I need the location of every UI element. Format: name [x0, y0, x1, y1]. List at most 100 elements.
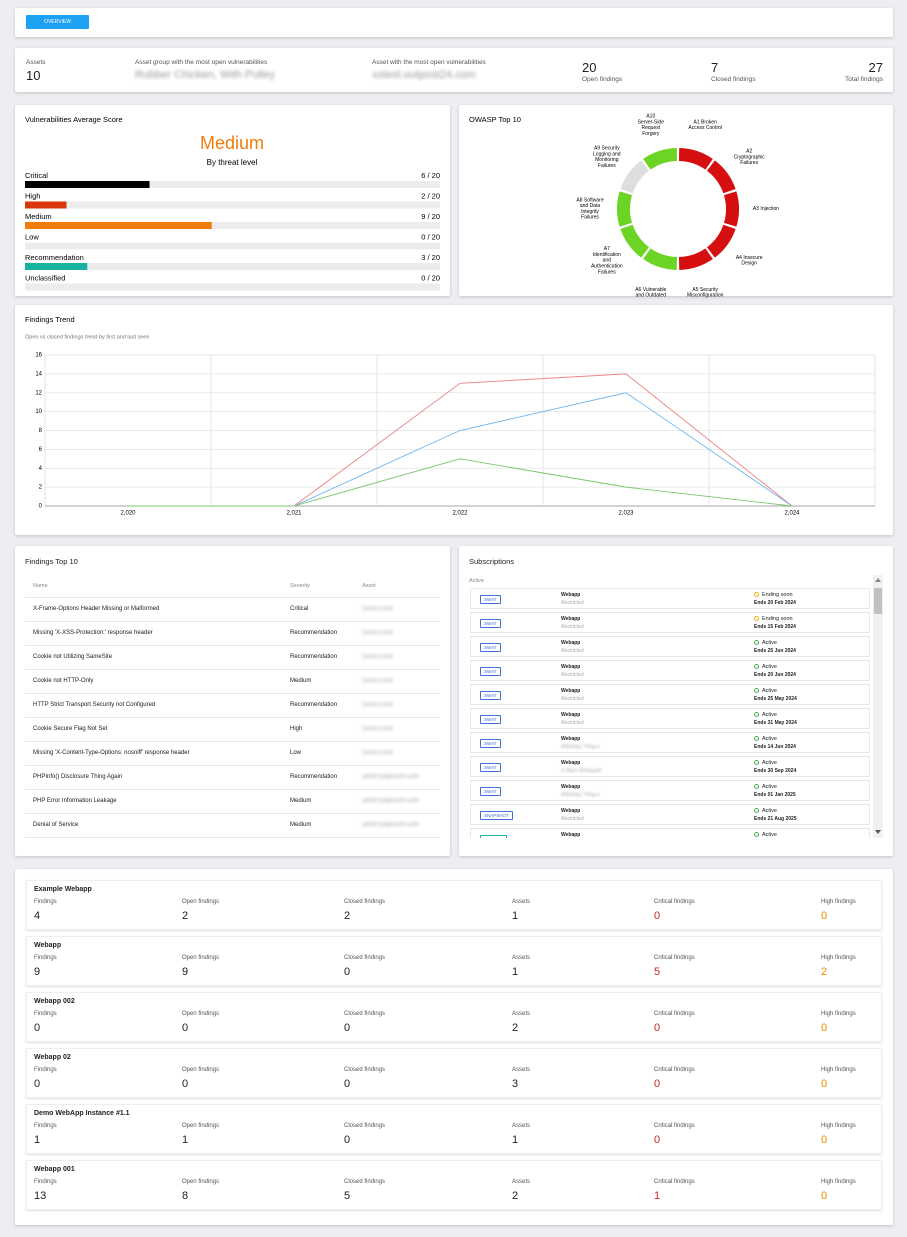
subscription-row[interactable]: SWAT Webapp Restricted Ending soon Ends 20 F…	[470, 588, 870, 609]
trend-line	[128, 373, 793, 507]
status-icon	[754, 640, 759, 645]
subscription-row[interactable]: SWAT Webapp Restricted Active Ends 20 Jun 20…	[470, 660, 870, 681]
stat-value: 5	[344, 1190, 351, 1202]
chart-title: OWASP Top 10	[469, 115, 521, 124]
end-date: Ends 25 Jun 2024	[754, 648, 796, 654]
subscription-row[interactable]: SWAT Webapp Is Bach Webapath Active Ends 30 …	[470, 756, 870, 777]
subscription-row[interactable]: SWAT Webapp Restricted Active Ends 25 May 20…	[470, 684, 870, 705]
stat-label: Open findings	[182, 1179, 220, 1185]
group-card[interactable]	[26, 1048, 882, 1098]
scroll-up[interactable]	[875, 578, 881, 582]
table-cell: X-Frame-Options Header Missing or Malfor…	[33, 606, 160, 612]
donut-segment	[643, 148, 678, 170]
y-tick-label: 0	[39, 504, 43, 510]
table-cell: Cookie not HTTP-Only	[33, 678, 94, 684]
chart-title: Vulnerabilities Average Score	[25, 115, 123, 124]
stat-value: 0	[654, 1134, 661, 1146]
segment-label: A4 Insecure Design	[736, 255, 763, 267]
score-headline: Medium	[200, 133, 264, 153]
subscription-row[interactable]: SWAT Webapp Restricted Active Ends 25 Jun 20…	[470, 636, 870, 657]
stat-label: Open findings	[582, 76, 623, 83]
table-cell: cxxcxx.com	[362, 726, 394, 732]
subscription-row[interactable]: SWAT Webapp Restricted Ending soon Ends 15 F…	[470, 612, 870, 633]
stat-label: Findings	[34, 1067, 57, 1073]
stat-value: 1	[34, 1134, 41, 1146]
group-name: Webapp	[34, 942, 62, 949]
end-date: Ends 30 Sep 2024	[754, 768, 797, 774]
subscription-detail: Wibbeley Thing a	[561, 792, 600, 798]
table-cell: xxtest.outpost24.com	[362, 798, 419, 804]
y-tick-label: 10	[35, 409, 42, 415]
stat-label: Findings	[34, 1179, 57, 1185]
scroll-down[interactable]	[875, 830, 881, 834]
bar-label: Recommendation	[25, 253, 84, 262]
group-name: Webapp 002	[34, 998, 75, 1005]
subscription-name: Webapp	[561, 664, 581, 670]
stat-value: 27	[868, 60, 883, 75]
stat-value: 2	[512, 1190, 519, 1202]
subscription-name: Webapp	[561, 736, 581, 742]
stat-value: 5	[654, 966, 661, 978]
subscription-row[interactable]: SWAT Webapp Wibbeley Thing a Active Ends 01 …	[470, 780, 870, 801]
table-cell: Recommendation	[290, 630, 338, 636]
group-card[interactable]	[26, 992, 882, 1042]
group-name: Example Webapp	[34, 886, 92, 893]
y-tick-label: 4	[39, 466, 43, 472]
donut-segment	[643, 248, 678, 270]
stat-value: 0	[182, 1022, 189, 1034]
scroll-thumb[interactable]	[874, 588, 882, 614]
donut-segment	[620, 160, 650, 194]
group-card[interactable]	[26, 1104, 882, 1154]
stat-label: Open findings	[182, 899, 220, 905]
bar	[25, 201, 67, 209]
end-date: Ends 20 Feb 2024	[754, 600, 796, 606]
group-card[interactable]	[26, 880, 882, 930]
stat-label: Critical findings	[654, 1123, 695, 1129]
table-cell: HTTP Strict Transport Security not Confi…	[33, 702, 156, 708]
bar-track	[25, 263, 440, 270]
nav-card	[15, 8, 893, 37]
stat-value: 0	[654, 1078, 661, 1090]
scrollbar	[873, 575, 883, 838]
donut-segment	[706, 224, 736, 258]
bar-track	[25, 283, 440, 291]
subscription-row[interactable]: SWAT Webapp Wibbeley Thing a Active Ends 14 …	[470, 732, 870, 753]
y-tick-label: 14	[35, 371, 42, 377]
group-card[interactable]	[26, 1160, 882, 1210]
group-card[interactable]	[26, 936, 882, 986]
segment-label: A7 Identification and Authentication Failure…	[591, 246, 623, 275]
table-cell: cxxcxx.com	[362, 654, 394, 660]
subscription-name: Webapp	[561, 712, 581, 718]
status-icon	[754, 664, 759, 669]
stat-label: High findings	[821, 1011, 856, 1017]
donut-segment	[617, 191, 633, 227]
status: Active	[762, 760, 777, 766]
subscription-row[interactable]: SWAT Webapp Restricted Active Ends 31 May 20…	[470, 708, 870, 729]
segment-label: A5 Security Misconfiguration	[687, 287, 724, 299]
stat-value: 0	[344, 966, 351, 978]
subscription-row[interactable]: SNAPSHOT Webapp Restricted Active Ends 21 Au…	[470, 804, 870, 825]
status-icon	[754, 592, 759, 597]
stat-value: 0	[821, 1134, 828, 1146]
bar-label: High	[25, 191, 40, 200]
tag: SWAT	[480, 667, 501, 676]
y-tick-label: 12	[35, 390, 42, 396]
column-header: Name	[33, 583, 48, 589]
bar	[25, 222, 212, 229]
stat-label: Assets	[512, 955, 531, 961]
status: Active	[762, 808, 777, 814]
subscription-row[interactable]: CLASSICWebappRestrictedActiveEnds 21 Aug…	[470, 828, 870, 838]
stat-label: Assets	[512, 899, 531, 905]
segment-label: A1 Broken Access Control	[688, 120, 722, 132]
table-cell: cxxcxx.com	[362, 678, 394, 684]
findings-card	[15, 546, 450, 856]
stat-value: 2	[344, 910, 351, 922]
stat-label: Critical findings	[654, 1067, 695, 1073]
overview-button[interactable]: OVERVIEW	[26, 15, 89, 29]
stat-label: Open findings	[182, 1011, 220, 1017]
row-divider	[25, 669, 440, 670]
table-cell: cxxcxx.com	[362, 630, 394, 636]
status: Active	[762, 664, 777, 670]
row-divider	[25, 597, 440, 598]
y-tick-label: 8	[39, 428, 43, 434]
